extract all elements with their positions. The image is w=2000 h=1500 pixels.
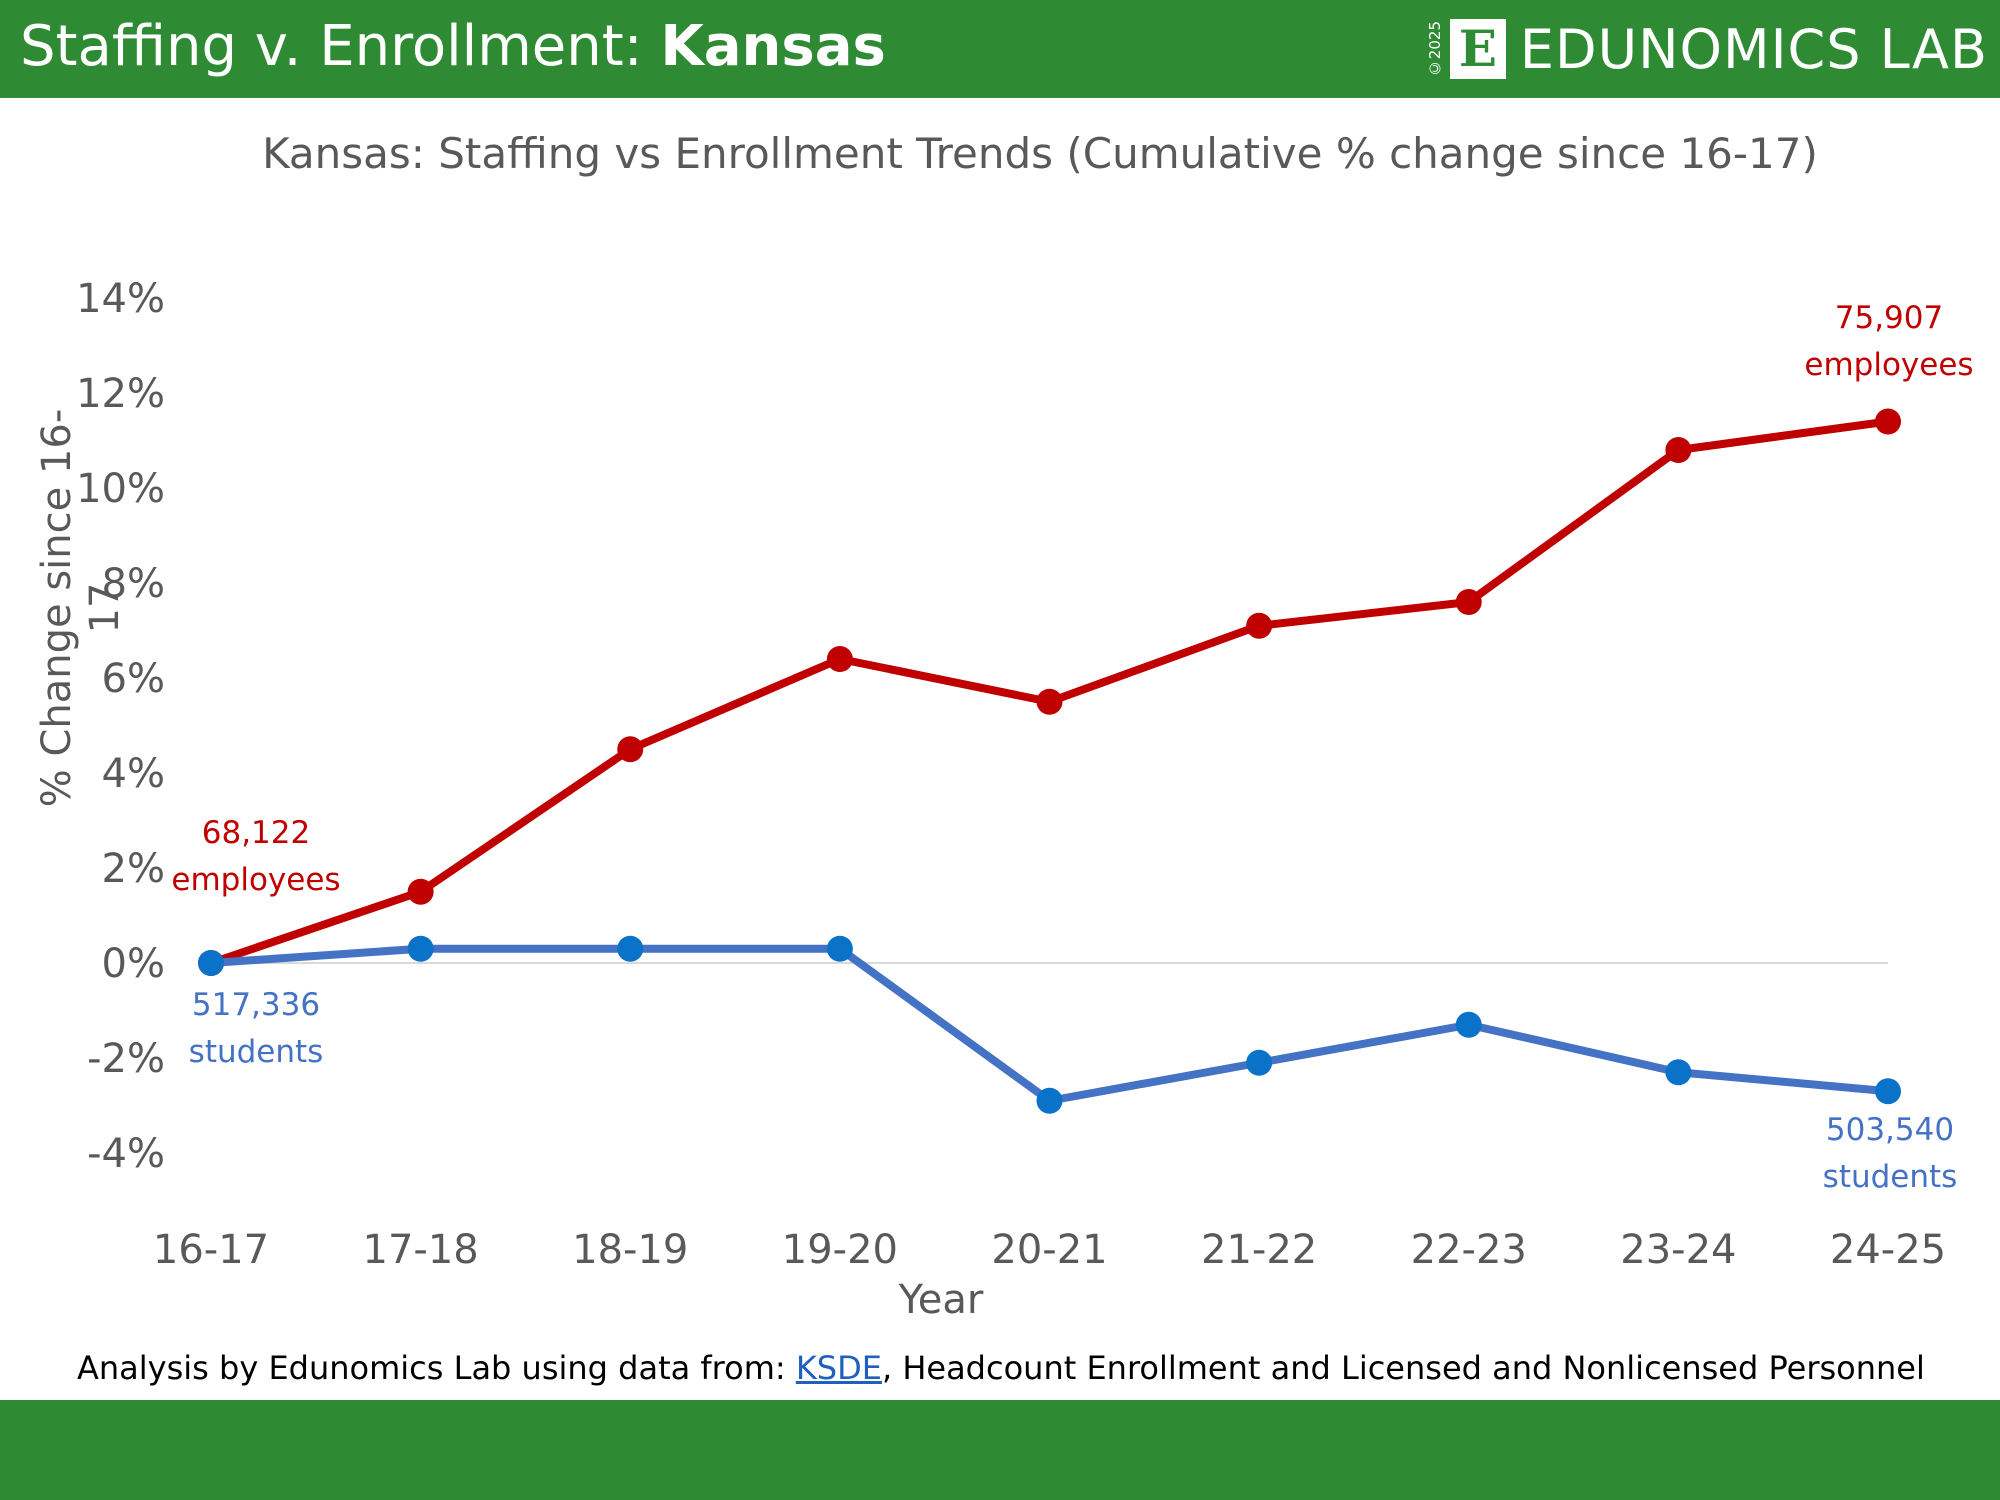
enrollment-point [827, 936, 853, 962]
students-start-annotation: 517,336 students [189, 987, 324, 1070]
staffing-point [1037, 689, 1063, 715]
chart-title: Kansas: Staffing vs Enrollment Trends (C… [262, 129, 1818, 178]
source-footnote: Analysis by Edunomics Lab using data fro… [77, 1349, 1925, 1387]
x-tick-label: 17-18 [363, 1227, 479, 1273]
staffing-point [617, 736, 643, 762]
y-tick-label: 4% [102, 751, 165, 797]
staffing-point [1456, 589, 1482, 615]
footer-bar [0, 1400, 2000, 1500]
staffing-point [827, 646, 853, 672]
edunomics-logo: ©2025 E EDUNOMICS LAB [1426, 12, 1988, 86]
staffing-point [1875, 409, 1901, 435]
line-chart: Kansas: Staffing vs Enrollment Trends (C… [0, 98, 2000, 1388]
x-tick-label: 16-17 [153, 1227, 269, 1273]
enrollment-point [198, 950, 224, 976]
logo-text: EDUNOMICS LAB [1520, 18, 1988, 81]
x-tick-label: 19-20 [782, 1227, 898, 1273]
x-tick-label: 22-23 [1411, 1227, 1527, 1273]
x-axis-label: Year [898, 1277, 984, 1323]
enrollment-point [408, 936, 434, 962]
y-tick-label: -4% [87, 1131, 165, 1177]
enrollment-point [1875, 1078, 1901, 1104]
y-tick-label: 14% [76, 276, 165, 322]
staffing-point [1246, 613, 1272, 639]
staffing-point [408, 879, 434, 905]
logo-mark: E [1450, 19, 1506, 79]
header-bar: Staffing v. Enrollment: Kansas ©2025 E E… [0, 0, 2000, 98]
staff-end-annotation: 75,907 employees [1804, 300, 1973, 383]
logo-year: ©2025 [1426, 21, 1444, 77]
staffing-point [1665, 437, 1691, 463]
enrollment-point [1037, 1088, 1063, 1114]
logo-letter: E [1459, 24, 1497, 74]
x-tick-label: 21-22 [1201, 1227, 1317, 1273]
y-tick-label: -2% [87, 1036, 165, 1082]
y-axis-ticks: 14%12%10%8%6%4%2%0%-2%-4% [76, 276, 165, 1177]
x-axis-ticks: 16-17 17-18 18-19 19-20 20-21 21-22 22-23 23-24… [153, 1227, 1946, 1273]
enrollment-point [1665, 1059, 1691, 1085]
series-group [198, 409, 1901, 1114]
students-end-annotation: 503,540 students [1823, 1112, 1958, 1195]
footnote-prefix: Analysis by Edunomics Lab using data fro… [77, 1349, 796, 1387]
x-tick-label: 18-19 [572, 1227, 688, 1273]
y-tick-label: 0% [102, 941, 165, 987]
title-prefix: Staffing v. Enrollment: [20, 14, 660, 79]
enrollment-point [1456, 1012, 1482, 1038]
title-state: Kansas [660, 14, 886, 79]
annotations: 68,122 employees 75,907 employees 517,336 stu… [171, 300, 1973, 1195]
footnote-suffix: , Headcount Enrollment and Licensed and … [882, 1349, 1925, 1387]
y-tick-label: 10% [76, 466, 165, 512]
staff-start-annotation: 68,122 employees [171, 815, 340, 898]
ksde-link[interactable]: KSDE [796, 1349, 882, 1387]
y-tick-label: 6% [102, 656, 165, 702]
x-tick-label: 24-25 [1830, 1227, 1946, 1273]
x-tick-label: 20-21 [991, 1227, 1107, 1273]
y-tick-label: 12% [76, 371, 165, 417]
enrollment-line [211, 949, 1888, 1101]
y-tick-label: 2% [102, 846, 165, 892]
x-tick-label: 23-24 [1620, 1227, 1736, 1273]
page-title: Staffing v. Enrollment: Kansas [20, 14, 886, 79]
enrollment-point [617, 936, 643, 962]
enrollment-point [1246, 1050, 1272, 1076]
